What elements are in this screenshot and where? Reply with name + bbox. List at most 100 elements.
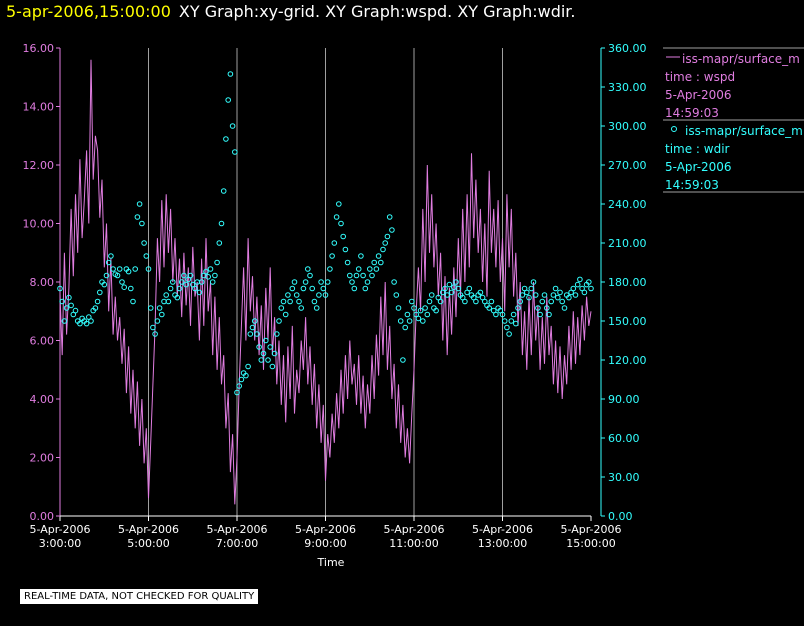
wdir-point [519,292,526,298]
wdir-point [269,363,276,370]
wdir-point [291,279,298,285]
wdir-point [232,149,238,155]
wdir-point [353,272,360,279]
wdir-point [504,324,510,331]
x-tick-time: 15:00:00 [566,537,615,550]
wdir-point [136,201,143,207]
wdir-point [209,279,216,285]
wdir-point [433,307,439,314]
wdir-point [539,298,546,305]
wdir-point [437,298,444,305]
wdir-point [108,253,114,259]
wdir-point [579,285,585,292]
wdir-point [420,318,426,324]
wdir-point [384,233,391,240]
wdir-point [537,311,543,318]
x-tick-time: 7:00:00 [216,537,258,550]
wdir-point [265,357,271,363]
wdir-point [134,214,141,220]
wdir-point [395,305,402,311]
legend-wdir-date: 5-Apr-2006 [665,160,732,174]
wdir-point [147,305,154,311]
wdir-point [72,307,79,314]
wdir-point [59,298,66,305]
wspd-series [59,59,592,505]
y-left-tick-label: 8.00 [30,276,55,289]
wdir-point [453,279,459,285]
wdir-point [254,331,260,337]
wdir-point [428,292,435,298]
wdir-point [528,285,535,292]
x-tick-date: 5-Apr-2006 [560,523,621,536]
wdir-point [192,285,198,292]
wdir-point [351,285,358,292]
wdir-point [156,305,163,311]
wdir-point [61,318,68,324]
wdir-point [364,279,371,285]
quality-warning: REAL-TIME DATA, NOT CHECKED FOR QUALITY [20,589,259,604]
wdir-point [66,294,72,301]
wdir-point [300,285,307,292]
wdir-point [309,285,316,292]
y-right-tick-label: 30.00 [608,471,640,484]
wdir-point [349,279,355,285]
y-left-tick-label: 12.00 [23,159,55,172]
wdir-point [57,285,63,292]
y-left-tick-label: 4.00 [30,393,55,406]
wdir-point [280,298,287,305]
wdir-point [196,289,203,296]
y-right-tick-label: 180.00 [608,276,647,289]
wdir-point [154,318,161,324]
x-tick-time: 5:00:00 [127,537,169,550]
wdir-point [338,220,344,227]
wdir-point [313,305,320,311]
wdir-point [165,298,172,305]
wdir-point [289,285,296,292]
wdir-point [550,292,557,298]
x-tick-time: 3:00:00 [39,537,81,550]
wdir-point [406,318,413,324]
wdir-point [386,214,393,220]
x-axis-label: Time [317,556,345,569]
wdir-point [305,266,311,272]
wdir-point [324,279,331,285]
wdir-point [415,315,422,322]
y-right-tick-label: 150.00 [608,315,647,328]
wdir-point [63,305,70,311]
wdir-point [559,298,566,305]
wdir-point [139,220,145,227]
wdir-point [552,285,559,292]
wdir-point [278,305,285,311]
wdir-point [355,266,362,272]
wdir-point [307,272,313,279]
wdir-point [455,285,462,292]
wdir-point [586,279,592,285]
wdir-point [293,292,300,298]
wdir-point [362,285,369,292]
wdir-point [83,320,90,327]
wdir-point [271,350,278,357]
y-left-tick-label: 0.00 [30,510,55,523]
wdir-point [116,266,123,272]
wdir-point [570,285,577,292]
wdir-point [424,311,431,318]
wdir-point [216,240,223,246]
y-right-tick-label: 360.00 [608,42,647,55]
wdir-point [251,318,258,324]
wdir-point [417,307,424,314]
wdir-point [448,289,455,296]
wdir-point [247,331,254,337]
wdir-point [218,220,225,227]
wdir-point [311,298,318,305]
x-tick-date: 5-Apr-2006 [29,523,90,536]
wdir-point [327,266,333,272]
wdir-point [212,272,218,279]
wdir-point [174,294,181,301]
wdir-point [234,389,240,396]
wdir-point [373,266,380,272]
wdir-point [400,357,406,363]
wdir-point [541,292,548,298]
wdir-point [183,281,189,288]
wdir-point [245,363,251,370]
wdir-point [544,305,550,311]
